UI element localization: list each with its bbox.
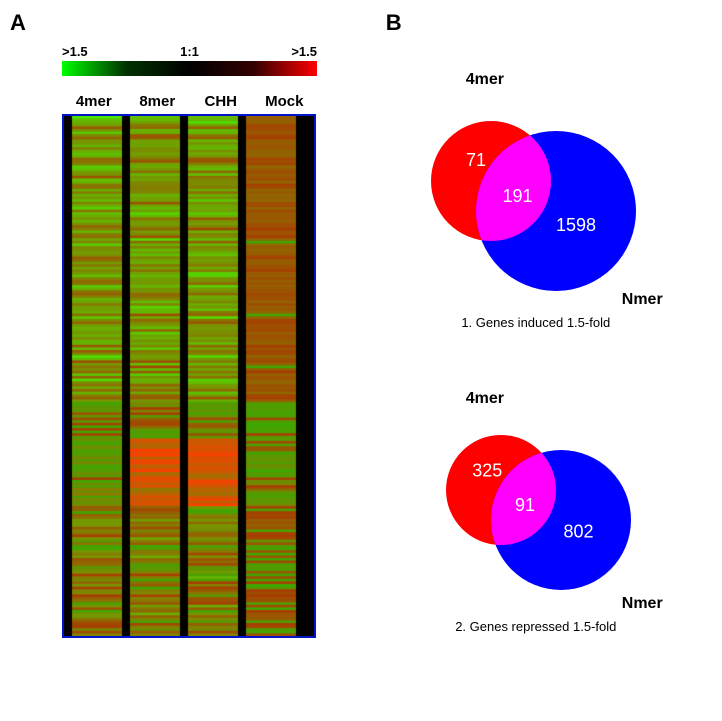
venn2-label-a: 4mer bbox=[466, 390, 712, 408]
venn1-svg: 71 191 1598 bbox=[386, 91, 686, 291]
venn1-caption: 1. Genes induced 1.5-fold bbox=[386, 315, 686, 330]
panel-a-label: A bbox=[10, 10, 376, 36]
svg-text:1598: 1598 bbox=[556, 215, 596, 235]
colorbar-left-label: >1.5 bbox=[62, 44, 88, 59]
heatmap-frame bbox=[62, 114, 316, 638]
panel-a-content: >1.5 1:1 >1.5 4mer 8mer CHH Mock bbox=[62, 44, 376, 638]
colorbar-mid-label: 1:1 bbox=[180, 44, 199, 59]
venn1-label-b: Nmer bbox=[622, 291, 712, 309]
svg-text:71: 71 bbox=[466, 150, 486, 170]
col-header: CHH bbox=[196, 93, 246, 110]
svg-text:325: 325 bbox=[472, 460, 502, 480]
col-header: 4mer bbox=[69, 93, 119, 110]
heatmap-canvas bbox=[64, 116, 314, 636]
venn1-label-a: 4mer bbox=[466, 71, 712, 89]
colorbar-gradient bbox=[62, 61, 317, 76]
figure-root: A >1.5 1:1 >1.5 4mer 8mer CHH Mock B bbox=[10, 10, 712, 638]
venn2-label-b: Nmer bbox=[622, 595, 712, 613]
venn2-caption: 2. Genes repressed 1.5-fold bbox=[386, 619, 686, 634]
heatmap-column-headers: 4mer 8mer CHH Mock bbox=[62, 93, 316, 110]
venn2-svg: 325 91 802 bbox=[386, 410, 686, 595]
svg-text:191: 191 bbox=[502, 186, 532, 206]
colorbar-wrap: >1.5 1:1 >1.5 bbox=[62, 44, 317, 81]
panel-b: B 4mer 71 191 1598 Nmer 1. Genes induced 1… bbox=[386, 10, 712, 634]
colorbar-labels: >1.5 1:1 >1.5 bbox=[62, 44, 317, 59]
panel-b-label: B bbox=[386, 10, 712, 36]
venn-1-block: 4mer 71 191 1598 Nmer 1. Genes induced 1.5… bbox=[386, 71, 712, 330]
svg-text:91: 91 bbox=[515, 495, 535, 515]
panel-a: A >1.5 1:1 >1.5 4mer 8mer CHH Mock bbox=[10, 10, 376, 638]
venn-2-block: 4mer 325 91 802 Nmer 2. Genes repressed 1.… bbox=[386, 390, 712, 634]
col-header: 8mer bbox=[132, 93, 182, 110]
colorbar-right-label: >1.5 bbox=[291, 44, 317, 59]
col-header: Mock bbox=[259, 93, 309, 110]
svg-text:802: 802 bbox=[563, 522, 593, 542]
